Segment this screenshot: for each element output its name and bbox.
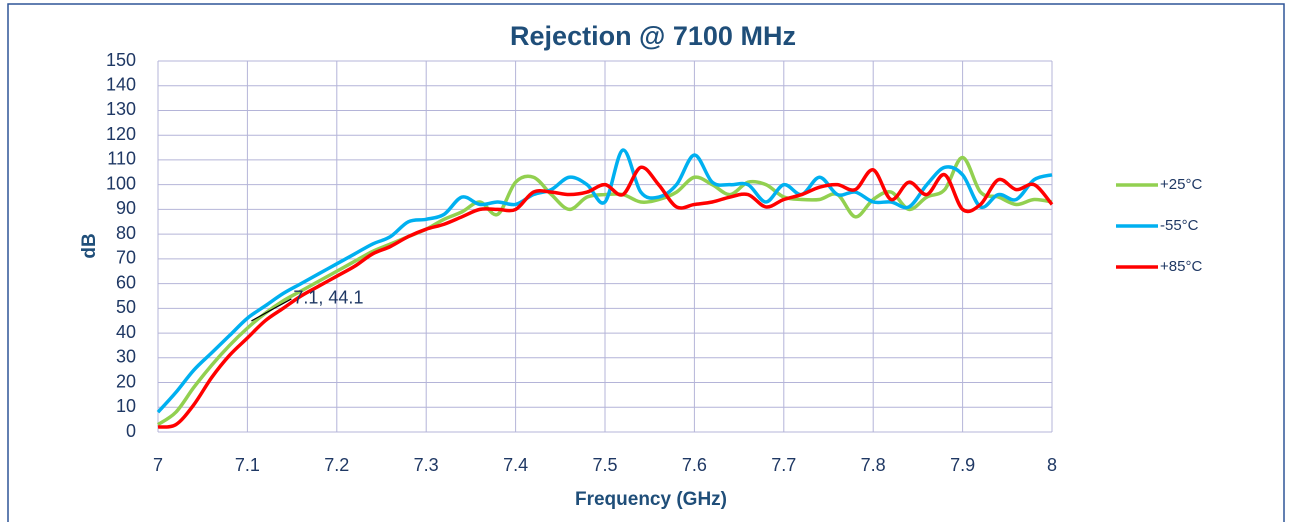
y-tick-label: 60 [116, 272, 136, 292]
x-tick-label: 7.1 [235, 455, 260, 475]
y-tick-label: 90 [116, 198, 136, 218]
y-tick-label: 150 [106, 50, 136, 70]
y-tick-label: 0 [126, 421, 136, 441]
x-tick-label: 7.5 [592, 455, 617, 475]
x-tick-label: 7.6 [682, 455, 707, 475]
chart-title: Rejection @ 7100 MHz [510, 21, 796, 51]
x-tick-label: 7.8 [861, 455, 886, 475]
y-tick-label: 70 [116, 248, 136, 268]
y-tick-label: 30 [116, 347, 136, 367]
y-tick-label: 100 [106, 173, 136, 193]
x-tick-label: 7.4 [503, 455, 528, 475]
chart-frame [7, 3, 1285, 522]
y-axis-label: dB [79, 233, 100, 258]
series-line [156, 148, 1053, 414]
x-tick-label: 7.9 [950, 455, 975, 475]
legend-label: +85°C [1160, 258, 1202, 275]
x-tick-label: 8 [1047, 455, 1057, 475]
legend-label: -55°C [1160, 217, 1199, 234]
y-tick-label: 140 [106, 74, 136, 94]
y-tick-label: 40 [116, 322, 136, 342]
legend-label: +25°C [1160, 176, 1202, 193]
y-tick-label: 130 [106, 99, 136, 119]
y-tick-label: 120 [106, 124, 136, 144]
y-tick-label: 50 [116, 297, 136, 317]
y-tick-label: 80 [116, 223, 136, 243]
x-tick-label: 7.7 [771, 455, 796, 475]
x-axis-label: Frequency (GHz) [575, 489, 727, 510]
series-line [157, 165, 1054, 429]
x-tick-label: 7.2 [324, 455, 349, 475]
y-tick-label: 20 [116, 371, 136, 391]
annotation-leader [251, 298, 292, 322]
annotation-label: 7.1, 44.1 [293, 288, 363, 308]
y-tick-label: 110 [107, 149, 136, 169]
x-tick-label: 7.3 [414, 455, 439, 475]
y-tick-label: 10 [116, 396, 136, 416]
x-tick-label: 7 [153, 455, 163, 475]
